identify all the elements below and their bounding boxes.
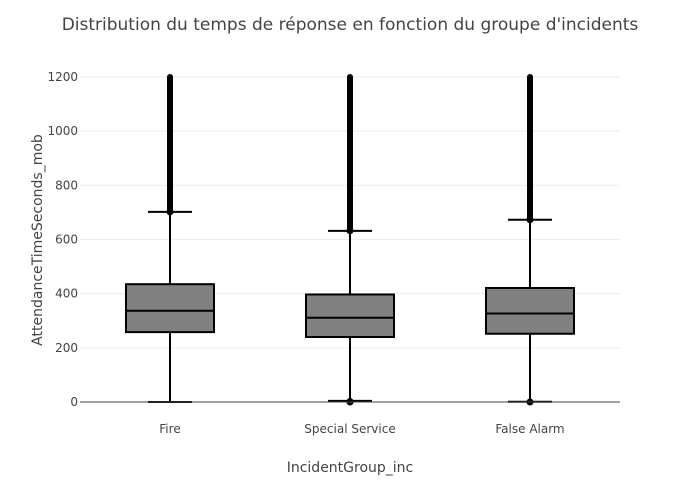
box-iqr [125, 283, 215, 334]
x-axis-ticks: Fire Special Service False Alarm [159, 422, 564, 436]
box-iqr [485, 286, 575, 335]
x-tick-label: Special Service [304, 422, 395, 436]
y-tick-label: 0 [70, 395, 78, 409]
outlier-point [526, 216, 534, 224]
box-group [305, 74, 395, 406]
box-iqr [305, 293, 395, 338]
y-tick-label: 600 [55, 233, 78, 247]
outlier-point [346, 397, 354, 405]
boxes [125, 74, 575, 406]
y-axis-label: AttendanceTimeSeconds_mob [30, 134, 46, 346]
y-tick-label: 1200 [47, 70, 78, 84]
y-tick-label: 400 [55, 287, 78, 301]
y-tick-label: 800 [55, 178, 78, 192]
outlier-point [346, 227, 354, 235]
y-tick-label: 200 [55, 341, 78, 355]
y-axis-ticks: 0 200 400 600 800 1000 1200 [47, 70, 78, 409]
x-axis-label: IncidentGroup_inc [287, 460, 414, 476]
chart-title: Distribution du temps de réponse en fonc… [62, 15, 639, 35]
outlier-point [166, 208, 174, 216]
x-tick-label: Fire [159, 422, 180, 436]
x-tick-label: False Alarm [495, 422, 564, 436]
y-tick-label: 1000 [47, 124, 78, 138]
box-group [125, 74, 215, 403]
box-group [485, 74, 575, 406]
